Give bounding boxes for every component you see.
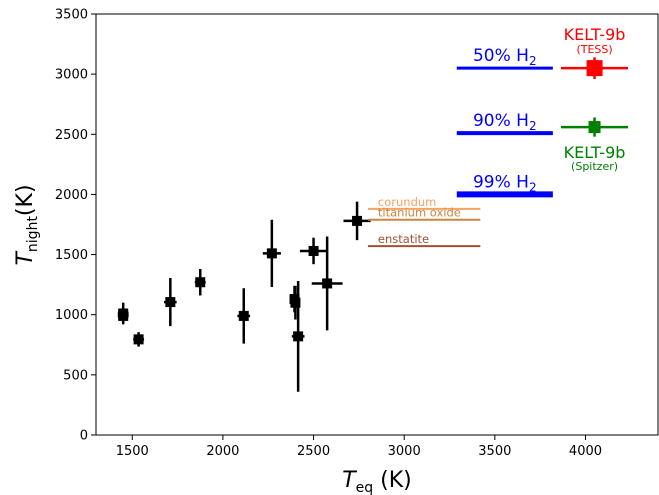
data-point xyxy=(262,219,281,288)
marker xyxy=(290,297,301,308)
marker xyxy=(586,60,603,77)
x-tick-label: 4000 xyxy=(569,444,602,459)
y-tick-label: 2500 xyxy=(55,128,88,143)
marker xyxy=(322,278,333,289)
x-axis-label-unit: (K) xyxy=(373,468,412,493)
y-tick-label: 500 xyxy=(63,368,88,383)
kelt9b-point: KELT-9b(Spitzer) xyxy=(561,117,629,173)
data-point xyxy=(117,308,129,324)
condensate-line: titanium oxide xyxy=(367,206,481,221)
marker xyxy=(133,334,144,345)
data-point xyxy=(291,281,305,392)
marker xyxy=(308,245,319,256)
y-axis-label-main: T xyxy=(13,251,38,266)
kelt9b-label: KELT-9b xyxy=(564,143,626,162)
plot-area xyxy=(117,201,371,392)
condensate-line: enstatite xyxy=(367,232,481,248)
kelt9b-sublabel: (TESS) xyxy=(576,43,612,56)
h2-label: 50% H2 xyxy=(473,46,537,68)
marker xyxy=(238,310,249,321)
y-axis-label-sub: night xyxy=(25,216,41,253)
h2-line: 50% H2 xyxy=(456,46,553,70)
data-point xyxy=(163,278,177,327)
condensate-label: enstatite xyxy=(378,232,429,246)
data-point xyxy=(133,332,145,347)
marker xyxy=(588,121,601,134)
data-point xyxy=(237,288,251,344)
y-axis-label-unit: (K) xyxy=(13,184,38,216)
condensate-label: titanium oxide xyxy=(378,206,461,220)
y-tick-label: 3000 xyxy=(55,68,88,83)
kelt9b-sublabel: (Spitzer) xyxy=(571,160,618,173)
x-tick-label: 3500 xyxy=(478,444,511,459)
h2-line: 99% H2 xyxy=(456,172,553,198)
axes: 1500 2000 2500 3000 3500 4000 0 500 1000 1500 2000… xyxy=(55,8,659,459)
y-axis-label: Tnight(K) xyxy=(13,184,41,265)
h2-line: 90% H2 xyxy=(456,111,553,136)
y-tick-label: 3500 xyxy=(55,8,88,23)
marker xyxy=(195,277,206,288)
marker xyxy=(165,297,176,308)
y-tick-label: 1000 xyxy=(55,308,88,323)
data-point xyxy=(311,236,343,331)
data-point xyxy=(194,269,206,296)
condensate-line: corundum xyxy=(367,195,481,210)
x-tick-label: 3000 xyxy=(388,444,421,459)
h2-label: 99% H2 xyxy=(473,172,537,194)
marker xyxy=(118,310,129,321)
x-axis-label-main: T xyxy=(342,468,357,493)
h2-label: 90% H2 xyxy=(473,111,537,133)
x-axis-label: Teq (K) xyxy=(342,468,412,495)
marker xyxy=(293,331,304,342)
kelt9b-point: KELT-9b(TESS) xyxy=(561,25,629,79)
data-point xyxy=(343,201,371,241)
x-axis-label-sub: eq xyxy=(356,480,374,495)
condensate-label: corundum xyxy=(378,195,436,209)
marker xyxy=(352,215,363,226)
y-tick-label: 0 xyxy=(80,429,88,444)
x-tick-label: 1500 xyxy=(116,444,149,459)
x-tick-label: 2000 xyxy=(206,444,239,459)
marker xyxy=(266,248,277,259)
plot-frame xyxy=(95,13,659,436)
y-tick-label: 1500 xyxy=(55,248,88,263)
y-tick-label: 2000 xyxy=(55,188,88,203)
x-tick-label: 2500 xyxy=(297,444,330,459)
kelt9b-label: KELT-9b xyxy=(564,25,626,44)
data-point xyxy=(299,237,328,265)
